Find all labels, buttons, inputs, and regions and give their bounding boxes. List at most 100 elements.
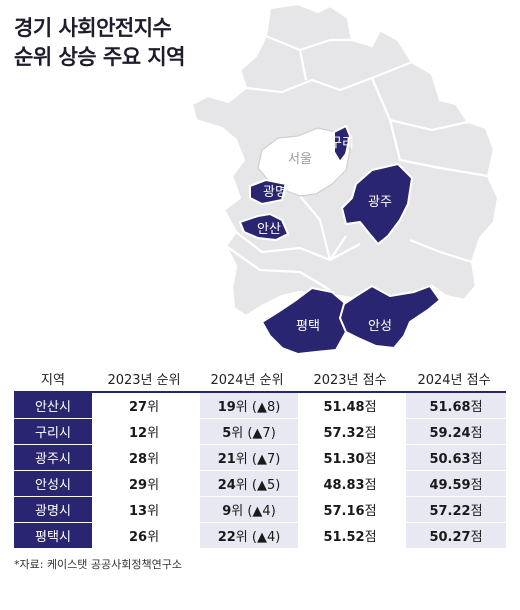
cell-value: 24	[217, 478, 236, 493]
cell-value: 12	[128, 426, 148, 441]
cell-value: 9	[222, 504, 232, 519]
score-2024-cell: 49.59점	[402, 471, 506, 497]
header-score-2024: 2024년 점수	[402, 366, 506, 393]
cell-value: 51.68	[429, 400, 471, 415]
cell-suffix: 점	[470, 530, 483, 545]
table-header-row: 지역 2023년 순위 2024년 순위 2023년 점수 2024년 점수	[14, 366, 506, 393]
cell-suffix: 위	[147, 400, 160, 415]
cell-value: 27	[128, 400, 148, 415]
cell-value: 51.30	[323, 452, 365, 467]
cell-value: 57.32	[323, 426, 365, 441]
region-name-cell: 안성시	[14, 471, 92, 497]
cell-suffix: 점	[470, 426, 483, 441]
cell-suffix: 위	[235, 400, 248, 415]
cell-suffix: 위	[147, 504, 160, 519]
header-score-2023: 2023년 점수	[298, 366, 402, 393]
rank-2023-cell: 26위	[92, 523, 196, 549]
score-2024-cell: 57.22점	[402, 497, 506, 523]
region-name-cell: 광명시	[14, 497, 92, 523]
cell-suffix: 점	[364, 426, 377, 441]
rank-change: (▲8)	[251, 400, 281, 415]
cell-value: 57.16	[323, 504, 365, 519]
score-2023-cell: 51.48점	[298, 393, 402, 419]
rank-2023-cell: 13위	[92, 497, 196, 523]
score-2023-cell: 57.16점	[298, 497, 402, 523]
rank-2024-cell: 24위 (▲5)	[196, 471, 298, 497]
cell-value: 21	[217, 452, 236, 467]
cell-suffix: 위	[147, 530, 160, 545]
cell-value: 51.48	[323, 400, 365, 415]
score-2024-cell: 51.68점	[402, 393, 506, 419]
cell-suffix: 위	[235, 530, 248, 545]
rank-2024-cell: 19위 (▲8)	[196, 393, 298, 419]
region-name-cell: 광주시	[14, 445, 92, 471]
map-label-gwangmyeong: 광명	[263, 185, 287, 200]
rank-2023-cell: 27위	[92, 393, 196, 419]
rank-2023-cell: 28위	[92, 445, 196, 471]
region-name-cell: 평택시	[14, 523, 92, 549]
gwangmyeong-region	[249, 179, 287, 205]
score-2023-cell: 51.52점	[298, 523, 402, 549]
ranking-table-wrap: 지역 2023년 순위 2024년 순위 2023년 점수 2024년 점수 안…	[14, 366, 506, 549]
table-row: 광명시 13위 9위 (▲4) 57.16점 57.22점	[14, 497, 506, 523]
anseong-region	[339, 285, 441, 349]
table-row: 광주시 28위 21위 (▲7) 51.30점 50.63점	[14, 445, 506, 471]
rank-change: (▲5)	[251, 478, 281, 493]
ranking-table: 지역 2023년 순위 2024년 순위 2023년 점수 2024년 점수 안…	[14, 366, 506, 549]
cell-value: 57.22	[429, 504, 471, 519]
cell-suffix: 점	[470, 504, 483, 519]
score-2023-cell: 57.32점	[298, 419, 402, 445]
map-label-pyeongtaek: 평택	[296, 319, 320, 334]
gyeonggi-map: 서울 구리 광명 안산 광주 평택 안성	[190, 2, 500, 355]
header-rank-2024: 2024년 순위	[196, 366, 298, 393]
cell-value: 19	[217, 400, 236, 415]
cell-suffix: 점	[470, 478, 483, 493]
table-body: 안산시 27위 19위 (▲8) 51.48점 51.68점 구리시 12위 5위 (▲7) 5…	[14, 393, 506, 549]
map-label-guri: 구리	[330, 136, 354, 151]
table-row: 평택시 26위 22위 (▲4) 51.52점 50.27점	[14, 523, 506, 549]
rank-change: (▲7)	[251, 452, 281, 467]
score-2023-cell: 48.83점	[298, 471, 402, 497]
cell-value: 48.83	[323, 478, 365, 493]
cell-suffix: 위	[231, 426, 244, 441]
cell-suffix: 위	[231, 504, 244, 519]
rank-2024-cell: 9위 (▲4)	[196, 497, 298, 523]
cell-value: 26	[128, 530, 148, 545]
cell-value: 29	[128, 478, 148, 493]
cell-value: 49.59	[429, 478, 471, 493]
table-row: 구리시 12위 5위 (▲7) 57.32점 59.24점	[14, 419, 506, 445]
page-title: 경기 사회안전지수 순위 상승 주요 지역	[14, 14, 186, 72]
map-label-seoul: 서울	[288, 152, 312, 167]
cell-suffix: 점	[364, 452, 377, 467]
map-label-ansan: 안산	[257, 222, 281, 237]
rank-2024-cell: 22위 (▲4)	[196, 523, 298, 549]
rank-change: (▲4)	[247, 504, 276, 519]
table-row: 안산시 27위 19위 (▲8) 51.48점 51.68점	[14, 393, 506, 419]
cell-value: 59.24	[429, 426, 471, 441]
cell-suffix: 위	[147, 478, 160, 493]
guri-region	[333, 125, 351, 163]
table-row: 안성시 29위 24위 (▲5) 48.83점 49.59점	[14, 471, 506, 497]
score-2024-cell: 59.24점	[402, 419, 506, 445]
cell-suffix: 점	[364, 400, 377, 415]
cell-value: 13	[128, 504, 148, 519]
rank-2024-cell: 21위 (▲7)	[196, 445, 298, 471]
cell-suffix: 위	[147, 452, 160, 467]
rank-2023-cell: 29위	[92, 471, 196, 497]
cell-suffix: 위	[235, 478, 248, 493]
map-label-gwangju: 광주	[368, 195, 392, 210]
header-region: 지역	[14, 366, 92, 393]
cell-value: 5	[222, 426, 232, 441]
cell-suffix: 점	[364, 504, 377, 519]
cell-suffix: 점	[364, 478, 377, 493]
score-2024-cell: 50.63점	[402, 445, 506, 471]
cell-suffix: 점	[470, 400, 483, 415]
rank-2024-cell: 5위 (▲7)	[196, 419, 298, 445]
cell-value: 50.63	[429, 452, 471, 467]
cell-suffix: 위	[147, 426, 160, 441]
cell-suffix: 점	[364, 530, 377, 545]
rank-change: (▲4)	[251, 530, 281, 545]
region-name-cell: 안산시	[14, 393, 92, 419]
cell-suffix: 점	[470, 452, 483, 467]
title-line-1: 경기 사회안전지수	[14, 16, 172, 40]
